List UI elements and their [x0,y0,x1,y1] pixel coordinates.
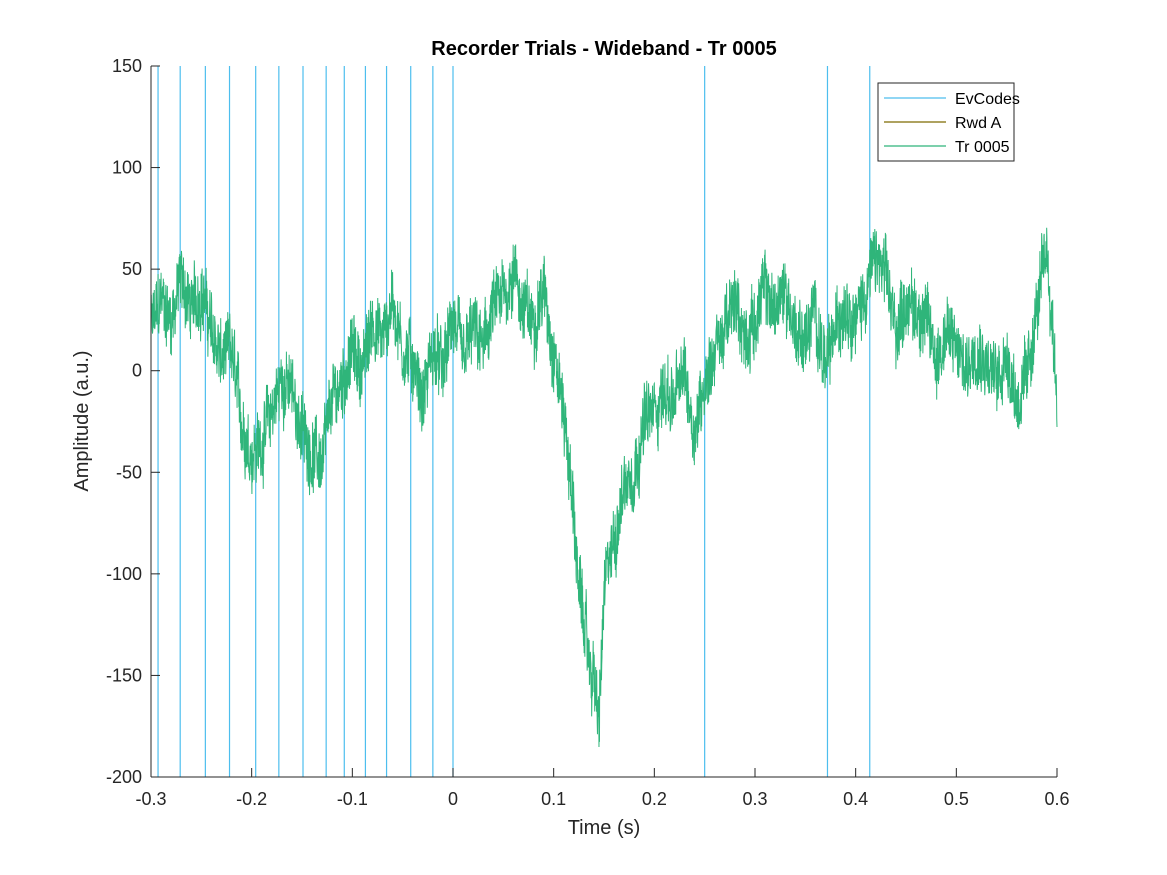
y-tick-label: -200 [106,767,142,787]
x-tick-label: 0.5 [944,789,969,809]
x-tick-label: 0.3 [742,789,767,809]
legend-entry-rwd-a: Rwd A [955,115,1002,132]
y-tick-label: -100 [106,564,142,584]
y-tick-label: 50 [122,259,142,279]
x-tick-label: 0.4 [843,789,868,809]
y-axis-label: Amplitude (a.u.) [71,350,93,491]
y-ticks: -200 -150 -100 -50 0 50 100 150 [106,56,160,787]
y-tick-label: -150 [106,665,142,685]
y-tick-label: -50 [116,462,142,482]
legend-entry-evcodes: EvCodes [955,91,1020,108]
x-tick-label: 0.1 [541,789,566,809]
x-tick-label: 0.6 [1044,789,1069,809]
y-tick-label: 100 [112,158,142,178]
axes-layer [150,66,1057,778]
trace-line-tr-0005 [150,227,1058,747]
x-axis-label: Time (s) [568,817,641,839]
legend: EvCodes Rwd A Tr 0005 [877,82,1020,162]
x-tick-label: -0.1 [337,789,368,809]
trace-layer [150,227,1058,747]
x-tick-label: -0.2 [236,789,267,809]
x-tick-label: 0 [448,789,458,809]
evcodes-layer [157,66,871,777]
x-ticks: -0.3 -0.2 -0.1 0 0.1 0.2 0.3 0.4 0.5 0.6 [135,768,1070,809]
chart-title: Recorder Trials - Wideband - Tr 0005 [431,38,777,60]
plot-background [151,66,1057,777]
x-tick-label: -0.3 [135,789,166,809]
y-tick-label: 150 [112,56,142,76]
x-tick-label: 0.2 [642,789,667,809]
legend-entry-tr-0005: Tr 0005 [955,139,1010,156]
y-tick-label: 0 [132,361,142,381]
